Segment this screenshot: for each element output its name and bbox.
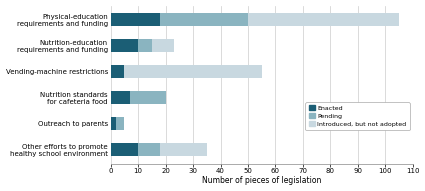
Bar — [110, 91, 130, 104]
Bar — [160, 13, 248, 26]
Bar — [160, 143, 207, 156]
Bar — [110, 143, 138, 156]
Bar — [116, 117, 125, 130]
Bar — [138, 143, 160, 156]
Bar — [110, 65, 125, 78]
Bar — [248, 13, 399, 26]
Bar — [110, 117, 116, 130]
Bar — [138, 39, 152, 52]
Legend: Enacted, Pending, Introduced, but not adopted: Enacted, Pending, Introduced, but not ad… — [306, 102, 410, 130]
Bar — [110, 39, 138, 52]
Bar — [125, 65, 262, 78]
Bar — [110, 13, 160, 26]
Bar — [152, 39, 174, 52]
X-axis label: Number of pieces of legislation: Number of pieces of legislation — [202, 176, 321, 185]
Bar — [130, 91, 166, 104]
